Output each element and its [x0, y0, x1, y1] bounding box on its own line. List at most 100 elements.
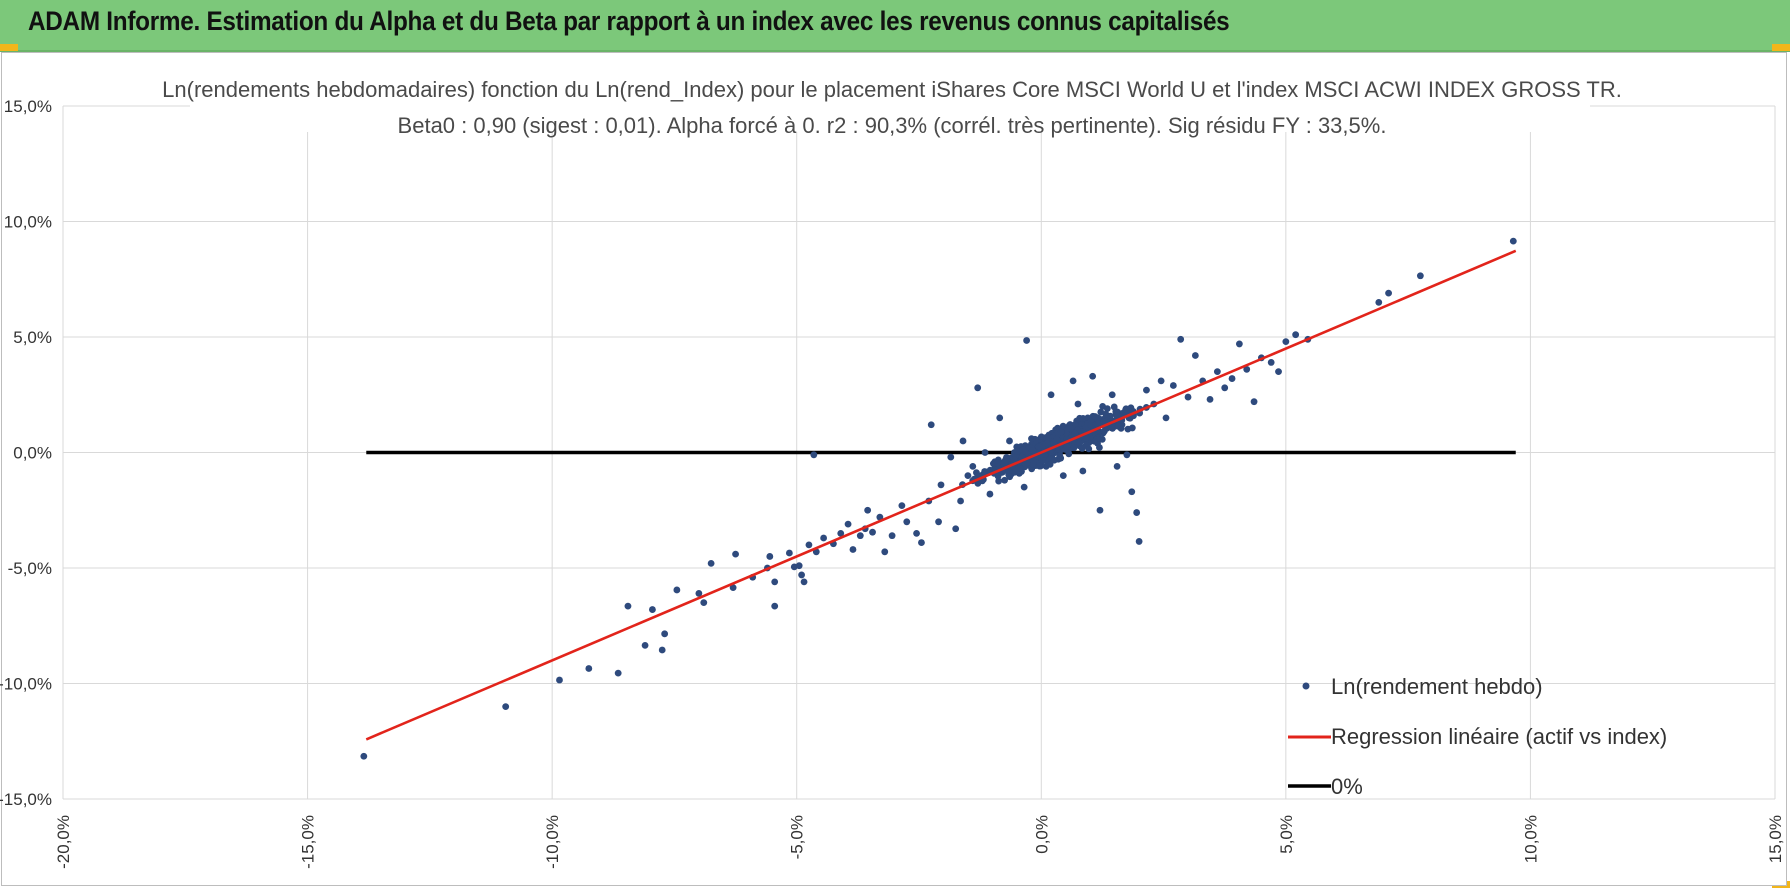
data-point	[585, 665, 593, 672]
data-point	[1036, 462, 1043, 470]
data-point	[927, 421, 935, 429]
data-point	[844, 520, 852, 528]
data-point	[1074, 400, 1082, 408]
data-point	[1416, 272, 1424, 280]
data-point	[1184, 393, 1192, 401]
data-point	[360, 752, 368, 760]
data-point	[1079, 467, 1087, 475]
data-point	[918, 539, 925, 546]
data-point	[1108, 391, 1116, 399]
data-point	[869, 528, 876, 536]
data-point	[1096, 506, 1104, 514]
data-point	[729, 584, 737, 592]
data-point	[1191, 352, 1199, 359]
data-point	[1091, 413, 1099, 420]
data-point	[1102, 410, 1110, 418]
data-point	[1005, 468, 1012, 475]
data-point	[805, 541, 813, 549]
data-point	[1050, 439, 1058, 447]
data-point	[1022, 460, 1029, 468]
data-point	[800, 578, 808, 586]
data-point	[1071, 430, 1079, 438]
data-point	[993, 459, 1001, 467]
data-point	[1030, 457, 1037, 465]
data-point	[1123, 451, 1131, 459]
data-point	[973, 469, 980, 477]
data-point	[1509, 237, 1517, 245]
data-point	[1029, 446, 1036, 454]
data-point	[888, 532, 896, 540]
data-point	[1115, 422, 1122, 430]
data-point	[1282, 338, 1290, 346]
data-point	[1023, 337, 1031, 344]
data-point	[1099, 402, 1107, 410]
data-point	[785, 549, 793, 557]
data-point	[771, 578, 779, 586]
data-point	[903, 518, 911, 526]
data-point	[1087, 421, 1094, 429]
data-point	[864, 506, 872, 514]
data-point	[1113, 462, 1121, 470]
data-point	[1267, 359, 1275, 366]
data-point	[837, 529, 845, 537]
data-point	[937, 481, 945, 489]
data-point	[658, 646, 666, 654]
data-point	[1128, 488, 1136, 496]
x-tick-label: 0,0%	[1032, 815, 1051, 854]
data-point	[673, 586, 681, 594]
data-point	[1063, 443, 1071, 451]
data-point	[641, 641, 649, 649]
legend-label-zero: 0%	[1331, 774, 1363, 799]
data-point	[1385, 289, 1392, 297]
data-point	[849, 546, 857, 553]
y-tick-label: 5,0%	[13, 328, 52, 347]
data-point	[1046, 460, 1054, 468]
data-point	[1213, 368, 1221, 376]
corner-marker-top-left	[0, 44, 18, 51]
data-point	[1069, 377, 1077, 385]
data-point	[1108, 424, 1115, 432]
data-point	[1169, 382, 1177, 389]
data-point	[881, 548, 889, 556]
data-point	[1133, 509, 1141, 516]
data-point	[947, 453, 955, 461]
data-point	[556, 676, 563, 684]
regression-line-path	[365, 249, 1517, 741]
y-tick-label: 0,0%	[13, 444, 52, 463]
y-tick-label: 10,0%	[4, 213, 52, 232]
data-point	[1059, 472, 1067, 479]
legend: Ln(rendement hebdo) Regression linéaire …	[1288, 674, 1667, 799]
data-point	[820, 534, 828, 542]
data-point	[502, 703, 510, 710]
data-point	[876, 513, 884, 521]
y-tick-label: -5,0%	[8, 559, 52, 578]
data-point	[771, 602, 779, 610]
data-point	[1243, 365, 1251, 373]
data-point	[1162, 414, 1170, 422]
chart-title-line-1: Ln(rendements hebdomadaires) fonction du…	[162, 77, 1622, 102]
data-point	[810, 451, 818, 459]
legend-label-regression: Regression linéaire (actif vs index)	[1331, 724, 1667, 749]
data-point	[1076, 414, 1084, 422]
data-point	[1110, 403, 1118, 411]
legend-label-points: Ln(rendement hebdo)	[1331, 674, 1543, 699]
data-point	[1221, 384, 1229, 392]
data-point	[1096, 444, 1103, 451]
data-point	[969, 462, 977, 470]
report-header: ADAM Informe. Estimation du Alpha et du …	[0, 0, 1790, 52]
data-point	[935, 518, 942, 526]
x-tick-label: 15,0%	[1766, 815, 1785, 863]
data-point	[1002, 456, 1010, 464]
corner-marker-top-right	[1772, 44, 1790, 51]
chart-title-line-2: Beta0 : 0,90 (sigest : 0,01). Alpha forc…	[398, 113, 1387, 138]
data-point	[1206, 395, 1214, 403]
data-point	[1047, 391, 1055, 399]
y-tick-label: -15,0%	[0, 790, 52, 809]
data-point	[1057, 428, 1065, 436]
data-point	[1128, 424, 1136, 432]
data-point	[995, 477, 1003, 485]
x-tick-label: -15,0%	[299, 815, 318, 869]
data-point	[1035, 443, 1043, 451]
chart-frame	[1, 52, 1787, 886]
